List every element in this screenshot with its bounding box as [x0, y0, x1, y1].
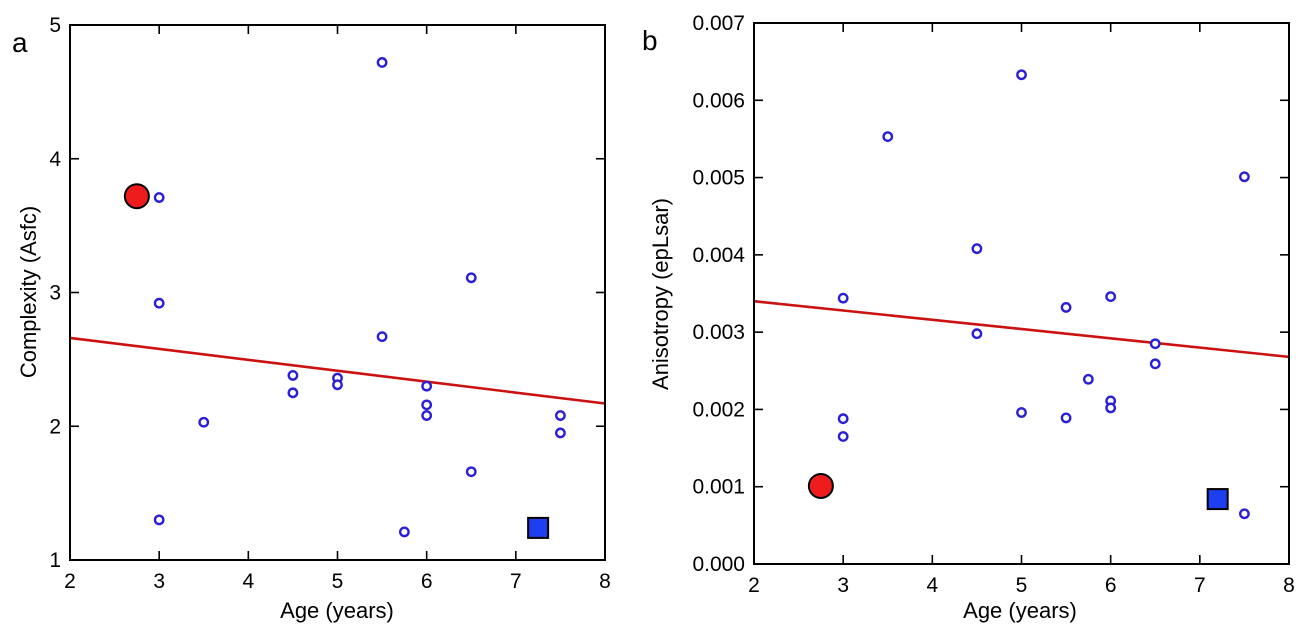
panel-b-highlight-circle [807, 472, 834, 499]
panel-b-y-tick-label: 0.006 [692, 89, 745, 112]
panel-b-y-tick-label: 0.007 [692, 12, 745, 35]
panel-a-y-tick-label: 3 [49, 282, 61, 305]
panel-a-x-tick-label: 8 [599, 570, 611, 593]
panel-a-data-point [376, 331, 388, 343]
panel-a-data-point [153, 514, 165, 526]
panel-a-data-point [153, 297, 165, 309]
panel-a-y-tick-label: 5 [49, 14, 61, 37]
panel-b-x-tick-label: 7 [1194, 574, 1206, 597]
panel-a-data-point [421, 399, 433, 411]
panel-a-data-point [332, 379, 343, 391]
panel-b-x-tick-label: 8 [1283, 574, 1295, 597]
panel-b-data-point [1016, 69, 1027, 81]
panel-b-x-axis-title: Age (years) [963, 598, 1077, 623]
panel-a-data-point [465, 466, 477, 478]
panel-b-data-point [1239, 508, 1250, 520]
panel-a-highlight-circle [123, 183, 150, 210]
panel-b-data-point [1105, 402, 1117, 414]
panel-b-highlight-square [1206, 488, 1229, 511]
panel-b-data-point [1149, 358, 1161, 370]
panel-label-a: a [12, 27, 28, 58]
panel-label-b: b [642, 25, 658, 56]
panel-b-y-tick-label: 0.001 [692, 476, 745, 499]
panel-a-data-point [465, 272, 477, 284]
panel-b-x-tick-label: 6 [1105, 574, 1117, 597]
panel-b-y-tick-label: 0.000 [692, 553, 745, 576]
panel-a-x-tick-label: 3 [153, 570, 165, 593]
panel-a-x-tick-label: 6 [421, 570, 433, 593]
panel-b-data-point [1060, 412, 1072, 424]
panel-b-data-point [882, 131, 894, 143]
panel-b-data-point [1239, 171, 1250, 183]
panel-a-x-tick-label: 2 [64, 570, 76, 593]
panel-b-data-point [1016, 407, 1027, 418]
panel-b-data-point [837, 292, 849, 304]
panel-a-y-tick-label: 4 [49, 148, 61, 171]
panel-a-x-axis-title: Age (years) [280, 598, 394, 623]
panel-b-data-point [837, 431, 849, 442]
panel-a-y-tick-label: 1 [49, 549, 61, 572]
panel-b-x-tick-label: 2 [748, 574, 760, 597]
panel-a-data-point [555, 427, 566, 439]
panel-a-x-tick-label: 4 [242, 570, 254, 593]
panel-b-y-tick-label: 0.004 [692, 244, 745, 267]
panel-b-data-point [1082, 373, 1094, 385]
panel-a-highlight-square [527, 516, 550, 539]
panel-b-data-point [1060, 302, 1072, 313]
panel-b: b 2 3 4 5 6 7 8 0.000 0.001 0.002 0.003 0.004 0.005 0… [642, 12, 1295, 623]
panel-a-data-point [398, 526, 410, 538]
panel-a-trend-line [69, 336, 606, 405]
panel-b-data-point [1105, 291, 1117, 302]
panel-b-data-point [1149, 338, 1161, 350]
panel-a-data-point [287, 370, 299, 381]
panel-a-data-point [198, 416, 210, 428]
panel-a-data-point [421, 410, 433, 421]
panel-b-y-tick-label: 0.005 [692, 167, 745, 190]
panel-b-y-tick-label: 0.003 [692, 321, 745, 344]
panel-a-x-tick-label: 7 [510, 570, 522, 593]
panel-a-data-point [287, 387, 299, 399]
panel-a-data-point [421, 380, 433, 392]
panel-a-data-point [376, 57, 388, 68]
panel-a-y-tick-label: 2 [49, 415, 61, 438]
panel-b-plot-area: 2 3 4 5 6 7 8 0.000 0.001 0.002 0.003 0.004 0.005 0.0… [692, 12, 1294, 597]
panel-a-y-axis-title: Complexity (Asfc) [16, 206, 41, 378]
panel-b-trend-line [753, 299, 1290, 359]
panel-b-y-tick-label: 0.002 [692, 398, 745, 421]
panel-a-frame [69, 24, 606, 561]
panel-b-frame [753, 22, 1290, 565]
panel-a-data-point [153, 192, 165, 203]
panel-b-data-point [971, 328, 983, 340]
panel-b-x-tick-label: 5 [1016, 574, 1028, 597]
panel-a-x-tick-label: 5 [332, 570, 344, 593]
panel-a-data-point [555, 410, 566, 421]
panel-b-data-point [837, 413, 849, 425]
panel-b-x-tick-label: 3 [837, 574, 849, 597]
panel-b-x-tick-label: 4 [926, 574, 938, 597]
panel-b-y-axis-title: Anisotropy (epLsar) [648, 198, 673, 390]
panel-b-data-point [971, 243, 983, 255]
